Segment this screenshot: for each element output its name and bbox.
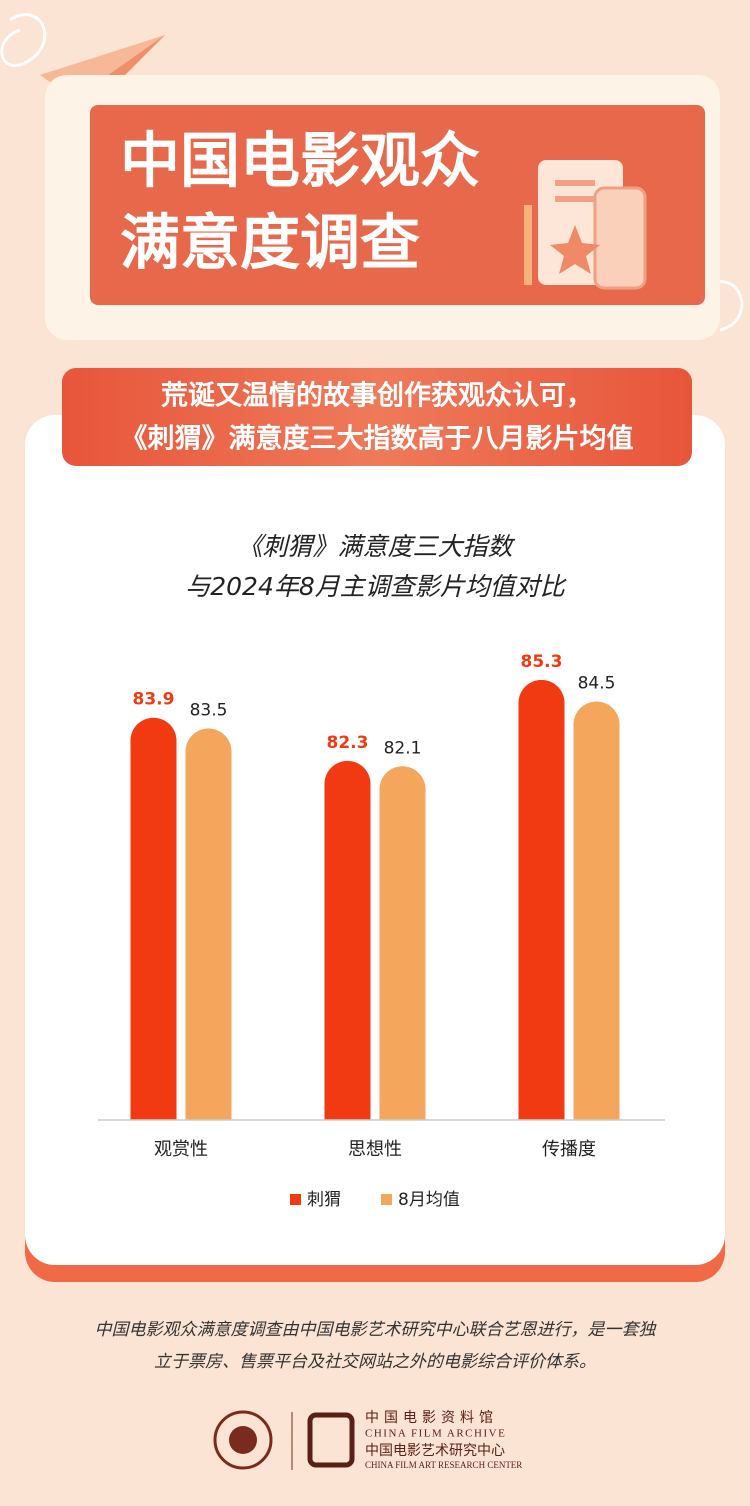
data-label: 82.1: [384, 738, 422, 758]
org-name: 中国电影艺术研究中心: [365, 1443, 505, 1459]
swirl: [0, 13, 47, 67]
bar: [185, 728, 232, 1120]
bar: [130, 717, 177, 1120]
logo-mark: [307, 1412, 355, 1468]
bar: [324, 760, 371, 1120]
legend-swatch: [290, 1194, 301, 1205]
icon-line: [555, 180, 595, 186]
logo-seal: [213, 1410, 273, 1470]
data-label: 83.9: [133, 690, 175, 710]
plot: 观赏性 83.9 83.5 思想性 82.3 82.1 传播度 85.3 84.5 刺猬 8月均值: [130, 652, 620, 1210]
icon-line: [555, 196, 605, 202]
logo-seal-core: [229, 1426, 257, 1454]
legend-label: 刺猬: [307, 1190, 341, 1210]
bar: [518, 679, 565, 1120]
org-name-en: CHINA FILM ARCHIVE: [365, 1428, 506, 1440]
data-label: 83.5: [190, 701, 228, 721]
x-tick-label: 传播度: [542, 1139, 596, 1160]
chart-title: 与2024年8月主调查影片均值对比: [185, 572, 567, 601]
header-title: 满意度调查: [120, 209, 420, 279]
banner-text: 《刺猬》满意度三大指数高于八月影片均值: [121, 423, 634, 455]
data-label: 85.3: [521, 652, 563, 672]
bar: [573, 701, 620, 1120]
icon-phone: [593, 186, 647, 290]
header-title: 中国电影观众: [120, 127, 480, 197]
org-name: 中国电影资料馆: [365, 1410, 498, 1426]
data-label: 82.3: [327, 733, 369, 753]
x-tick-label: 观赏性: [154, 1139, 208, 1160]
bar: [379, 766, 426, 1120]
icon-star: [550, 225, 600, 274]
legend-swatch: [381, 1194, 392, 1205]
banner: [62, 368, 692, 466]
footnote: 中国电影观众满意度调查由中国电影艺术研究中心联合艺恩进行，是一套独: [95, 1320, 658, 1340]
x-tick-label: 思想性: [348, 1139, 402, 1160]
banner-text: 荒诞又温情的故事创作获观众认可，: [161, 380, 593, 412]
data-label: 84.5: [578, 674, 616, 694]
legend-label: 8月均值: [398, 1190, 460, 1210]
icon-pencil: [524, 205, 532, 285]
org-name-en: CHINA FILM ART RESEARCH CENTER: [365, 1460, 522, 1470]
footnote: 立于票房、售票平台及社交网站之外的电影综合评价体系。: [154, 1352, 596, 1372]
chart-title: 《刺猬》满意度三大指数: [237, 532, 515, 561]
